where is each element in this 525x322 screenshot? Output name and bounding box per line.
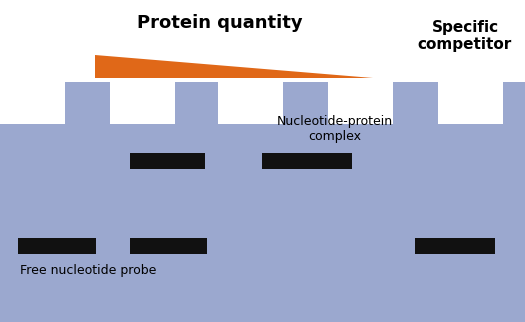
Bar bbox=[218, 82, 283, 124]
Bar bbox=[130, 153, 205, 169]
Text: Free nucleotide probe: Free nucleotide probe bbox=[20, 264, 156, 277]
Bar bbox=[262, 153, 352, 169]
Bar bbox=[328, 82, 393, 124]
Text: Specific
competitor: Specific competitor bbox=[418, 20, 512, 52]
Bar bbox=[110, 82, 175, 124]
Bar bbox=[18, 238, 96, 254]
Text: Protein quantity: Protein quantity bbox=[137, 14, 303, 32]
Bar bbox=[130, 238, 207, 254]
Bar bbox=[0, 82, 525, 322]
Bar bbox=[0, 82, 65, 124]
Text: Nucleotide-protein
complex: Nucleotide-protein complex bbox=[277, 115, 393, 143]
Bar bbox=[415, 238, 495, 254]
Bar bbox=[438, 82, 503, 124]
Polygon shape bbox=[95, 55, 373, 78]
